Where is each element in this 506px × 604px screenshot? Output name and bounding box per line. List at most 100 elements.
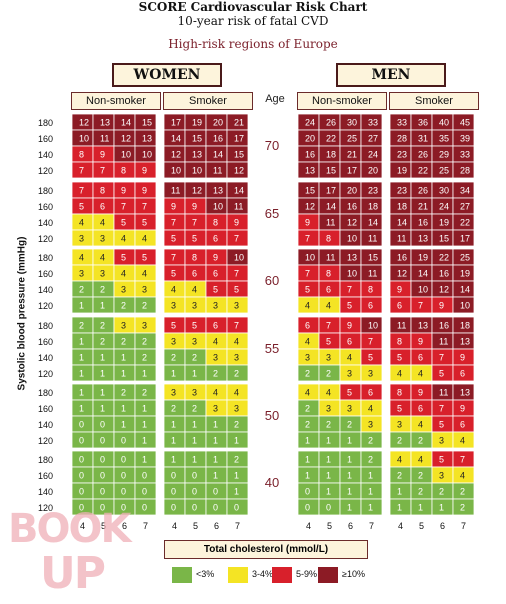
risk-value-label: 9 — [460, 353, 465, 363]
risk-value-label: 35 — [439, 134, 449, 144]
risk-value-label: 3 — [79, 269, 84, 279]
risk-value-label: 15 — [142, 118, 152, 128]
sbp-tick-label: 180 — [38, 118, 53, 128]
risk-value-label: 5 — [121, 218, 126, 228]
cholesterol-tick-label: 7 — [461, 521, 466, 531]
risk-value-label: 6 — [213, 321, 218, 331]
risk-value-label: 6 — [213, 234, 218, 244]
risk-value-label: 0 — [79, 471, 84, 481]
risk-value-label: 0 — [100, 471, 105, 481]
risk-value-label: 9 — [347, 321, 352, 331]
risk-value-label: 1 — [234, 471, 239, 481]
risk-value-label: 10 — [121, 150, 131, 160]
women-nonsmoker-header: Non-smoker — [71, 92, 161, 110]
risk-value-label: 1 — [213, 436, 218, 446]
risk-value-label: 4 — [234, 337, 239, 347]
age-label: 65 — [265, 206, 279, 221]
watermark-logo-bottom: UP — [40, 548, 106, 599]
risk-value-label: 6 — [213, 269, 218, 279]
risk-value-label: 30 — [439, 186, 449, 196]
women-smoker-header: Smoker — [163, 92, 253, 110]
risk-value-label: 15 — [439, 234, 449, 244]
cholesterol-tick-label: 7 — [143, 521, 148, 531]
risk-value-label: 26 — [326, 118, 336, 128]
risk-value-label: 5 — [347, 301, 352, 311]
risk-cell — [134, 498, 157, 516]
risk-value-label: 1 — [79, 337, 84, 347]
risk-value-label: 1 — [192, 436, 197, 446]
risk-value-label: 0 — [79, 436, 84, 446]
risk-value-label: 1 — [142, 369, 147, 379]
risk-value-label: 2 — [418, 436, 423, 446]
risk-value-label: 1 — [326, 455, 331, 465]
risk-cell — [134, 431, 157, 449]
risk-cell — [452, 431, 475, 449]
risk-value-label: 1 — [305, 455, 310, 465]
risk-cell — [360, 161, 383, 179]
risk-value-label: 5 — [213, 285, 218, 295]
risk-cell — [134, 296, 157, 314]
region-label: High-risk regions of Europe — [168, 37, 338, 51]
sbp-tick-label: 180 — [38, 455, 53, 465]
risk-value-label: 2 — [368, 455, 373, 465]
risk-cell — [226, 161, 249, 179]
risk-value-label: 3 — [234, 353, 239, 363]
risk-value-label: 2 — [142, 337, 147, 347]
sbp-tick-label: 180 — [38, 321, 53, 331]
risk-value-label: 1 — [439, 503, 444, 513]
risk-value-label: 1 — [326, 471, 331, 481]
risk-value-label: 10 — [347, 269, 357, 279]
risk-value-label: 2 — [460, 487, 465, 497]
age-header: Age — [265, 93, 285, 105]
risk-value-label: 0 — [100, 455, 105, 465]
risk-value-label: 11 — [100, 134, 109, 144]
risk-value-label: 16 — [439, 269, 449, 279]
risk-value-label: 9 — [100, 150, 105, 160]
risk-value-label: 23 — [397, 150, 407, 160]
risk-value-label: 9 — [192, 202, 197, 212]
x-axis-label: Total cholesterol (mmol/L) — [164, 540, 368, 559]
risk-value-label: 9 — [418, 388, 423, 398]
risk-value-label: 2 — [142, 353, 147, 363]
risk-cell — [360, 498, 383, 516]
risk-value-label: 4 — [142, 234, 147, 244]
sbp-tick-label: 160 — [38, 404, 53, 414]
risk-value-label: 11 — [439, 388, 448, 398]
risk-value-label: 12 — [347, 218, 357, 228]
risk-value-label: 1 — [142, 455, 147, 465]
risk-value-label: 2 — [121, 301, 126, 311]
risk-value-label: 3 — [192, 337, 197, 347]
risk-value-label: 14 — [368, 218, 378, 228]
risk-value-label: 4 — [100, 253, 105, 263]
risk-value-label: 0 — [121, 455, 126, 465]
cholesterol-tick-label: 6 — [348, 521, 353, 531]
cholesterol-tick-label: 4 — [306, 521, 311, 531]
risk-value-label: 3 — [397, 420, 402, 430]
risk-value-label: 1 — [347, 471, 352, 481]
risk-value-label: 9 — [397, 285, 402, 295]
risk-value-label: 6 — [460, 369, 465, 379]
risk-value-label: 13 — [142, 134, 152, 144]
risk-value-label: 1 — [171, 420, 176, 430]
sbp-tick-label: 120 — [38, 166, 53, 176]
risk-value-label: 11 — [439, 337, 448, 347]
risk-value-label: 3 — [326, 404, 331, 414]
risk-value-label: 18 — [397, 202, 407, 212]
risk-value-label: 0 — [121, 487, 126, 497]
risk-value-label: 4 — [418, 420, 423, 430]
risk-value-label: 7 — [418, 301, 423, 311]
risk-value-label: 4 — [192, 285, 197, 295]
cholesterol-tick-label: 5 — [101, 521, 106, 531]
risk-value-label: 40 — [439, 118, 449, 128]
risk-value-label: 5 — [121, 253, 126, 263]
risk-value-label: 20 — [347, 186, 357, 196]
risk-value-label: 14 — [418, 269, 428, 279]
risk-value-label: 8 — [397, 388, 402, 398]
risk-value-label: 12 — [305, 202, 315, 212]
risk-value-label: 11 — [368, 269, 377, 279]
risk-value-label: 1 — [142, 420, 147, 430]
risk-value-label: 1 — [192, 420, 197, 430]
risk-value-label: 0 — [305, 503, 310, 513]
risk-value-label: 10 — [171, 166, 181, 176]
risk-value-label: 2 — [79, 321, 84, 331]
